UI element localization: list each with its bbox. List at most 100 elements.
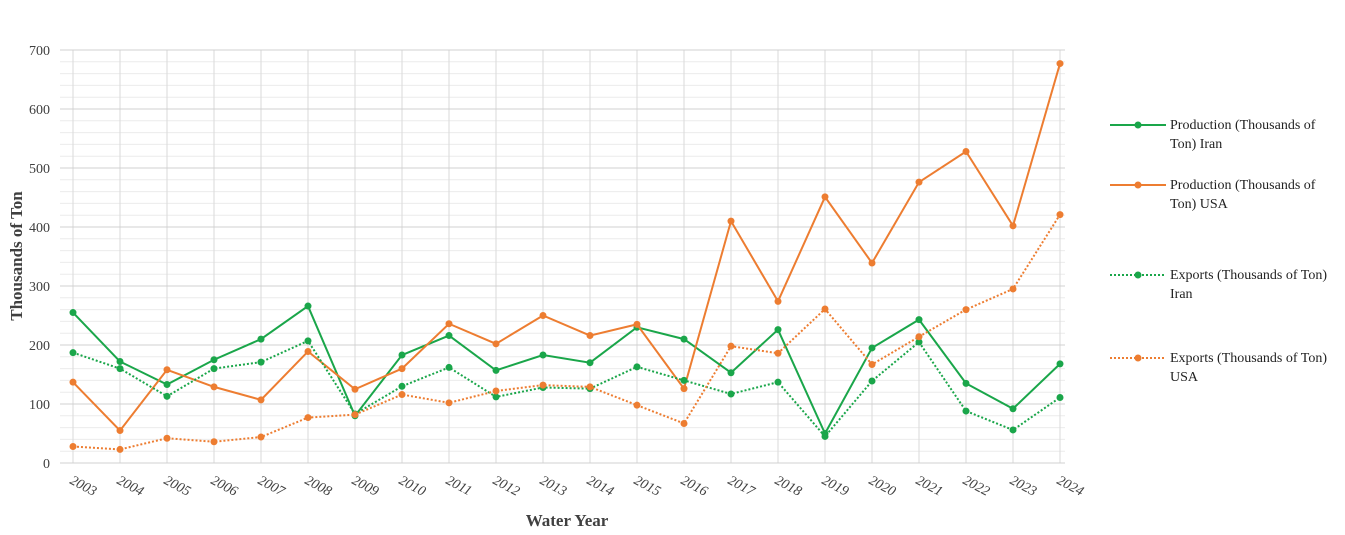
x-tick-label: 2018 bbox=[772, 473, 804, 499]
y-tick-label: 200 bbox=[29, 339, 50, 354]
y-tick-label: 100 bbox=[29, 398, 50, 413]
point bbox=[1057, 211, 1064, 218]
point bbox=[822, 433, 829, 440]
x-tick-label: 2017 bbox=[725, 473, 758, 500]
point bbox=[305, 348, 312, 355]
point bbox=[164, 366, 171, 373]
point bbox=[493, 340, 500, 347]
point bbox=[681, 377, 688, 384]
point bbox=[775, 379, 782, 386]
point bbox=[587, 332, 594, 339]
point bbox=[869, 377, 876, 384]
point bbox=[305, 303, 312, 310]
x-tick-label: 2003 bbox=[67, 473, 99, 499]
point bbox=[916, 179, 923, 186]
point bbox=[493, 367, 500, 374]
y-tick-label: 400 bbox=[29, 221, 50, 236]
point bbox=[117, 358, 124, 365]
y-tick-label: 600 bbox=[29, 103, 50, 118]
point bbox=[164, 393, 171, 400]
legend-marker bbox=[1135, 272, 1142, 279]
point bbox=[399, 391, 406, 398]
point bbox=[634, 321, 641, 328]
legend-label: Exports (Thousands of Ton) Iran bbox=[1170, 266, 1340, 304]
point bbox=[587, 383, 594, 390]
x-tick-label: 2011 bbox=[443, 473, 474, 499]
legend-label: Production (Thousands of Ton) Iran bbox=[1170, 116, 1340, 154]
x-tick-label: 2010 bbox=[396, 473, 428, 499]
point bbox=[305, 337, 312, 344]
point bbox=[728, 369, 735, 376]
point bbox=[963, 408, 970, 415]
point bbox=[1057, 60, 1064, 67]
point bbox=[540, 352, 547, 359]
point bbox=[916, 333, 923, 340]
point bbox=[634, 402, 641, 409]
x-axis-title: Water Year bbox=[526, 511, 609, 530]
point bbox=[587, 359, 594, 366]
x-tick-label: 2014 bbox=[584, 473, 616, 499]
legend-label: Production (Thousands of Ton) USA bbox=[1170, 176, 1340, 214]
legend-marker bbox=[1135, 355, 1142, 362]
point bbox=[70, 349, 77, 356]
series-line bbox=[73, 64, 1060, 431]
x-tick-label: 2021 bbox=[913, 473, 945, 499]
point bbox=[1057, 394, 1064, 401]
x-tick-label: 2004 bbox=[114, 473, 146, 499]
chart: Thousands of Ton Water Year 0 100 200 300 40… bbox=[0, 0, 1345, 535]
x-tick-label: 2009 bbox=[349, 473, 381, 499]
y-axis-title: Thousands of Ton bbox=[7, 191, 26, 321]
x-tick-label: 2015 bbox=[631, 473, 663, 499]
point bbox=[540, 312, 547, 319]
point bbox=[211, 438, 218, 445]
x-tick-label: 2023 bbox=[1007, 473, 1039, 499]
point bbox=[446, 320, 453, 327]
legend-marker bbox=[1135, 182, 1142, 189]
point bbox=[446, 332, 453, 339]
point bbox=[1010, 405, 1017, 412]
point bbox=[681, 385, 688, 392]
point bbox=[70, 309, 77, 316]
point bbox=[211, 365, 218, 372]
point bbox=[822, 306, 829, 313]
y-tick-label: 0 bbox=[43, 457, 50, 472]
point bbox=[446, 364, 453, 371]
x-tick-label: 2019 bbox=[819, 473, 851, 499]
point bbox=[399, 383, 406, 390]
x-tick-label: 2016 bbox=[678, 473, 710, 499]
point bbox=[1010, 426, 1017, 433]
point bbox=[352, 386, 359, 393]
x-tick-label: 2006 bbox=[208, 473, 240, 499]
point bbox=[540, 382, 547, 389]
point bbox=[775, 326, 782, 333]
point bbox=[822, 193, 829, 200]
point bbox=[117, 365, 124, 372]
point bbox=[634, 363, 641, 370]
x-tick-label: 2022 bbox=[960, 473, 992, 499]
legend-marker bbox=[1135, 122, 1142, 129]
point bbox=[211, 383, 218, 390]
x-tick-label: 2005 bbox=[161, 473, 193, 499]
point bbox=[963, 380, 970, 387]
point bbox=[963, 148, 970, 155]
y-tick-label: 300 bbox=[29, 280, 50, 295]
point bbox=[399, 352, 406, 359]
point bbox=[117, 446, 124, 453]
point bbox=[258, 396, 265, 403]
point bbox=[775, 350, 782, 357]
point bbox=[1010, 285, 1017, 292]
point bbox=[493, 388, 500, 395]
point bbox=[869, 361, 876, 368]
point bbox=[1010, 222, 1017, 229]
series-line bbox=[73, 215, 1060, 450]
point bbox=[916, 316, 923, 323]
point bbox=[681, 336, 688, 343]
point bbox=[258, 434, 265, 441]
x-tick-label: 2007 bbox=[255, 473, 288, 500]
point bbox=[775, 298, 782, 305]
page: Thousands of Ton Water Year 0 100 200 300 40… bbox=[0, 0, 1345, 535]
point bbox=[869, 344, 876, 351]
point bbox=[728, 343, 735, 350]
x-tick-label: 2020 bbox=[866, 473, 898, 499]
point bbox=[1057, 360, 1064, 367]
